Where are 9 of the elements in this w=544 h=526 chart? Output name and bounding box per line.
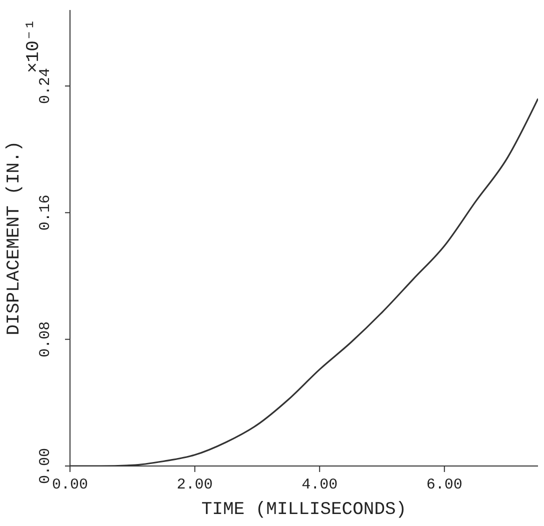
x-axis-title: TIME (MILLISECONDS) (201, 500, 407, 520)
x-tick-label: 6.00 (426, 476, 462, 494)
x-tick-label: 4.00 (302, 476, 338, 494)
y-tick-label: 0.08 (37, 321, 54, 358)
y-axis-title: DISPLACEMENT (IN.) (4, 140, 24, 336)
y-tick-label: 0.16 (37, 194, 54, 231)
x-tick-label: 2.00 (176, 476, 213, 494)
y-tick-label: 0.24 (37, 68, 54, 104)
x-tick-label: 0.00 (52, 476, 88, 494)
